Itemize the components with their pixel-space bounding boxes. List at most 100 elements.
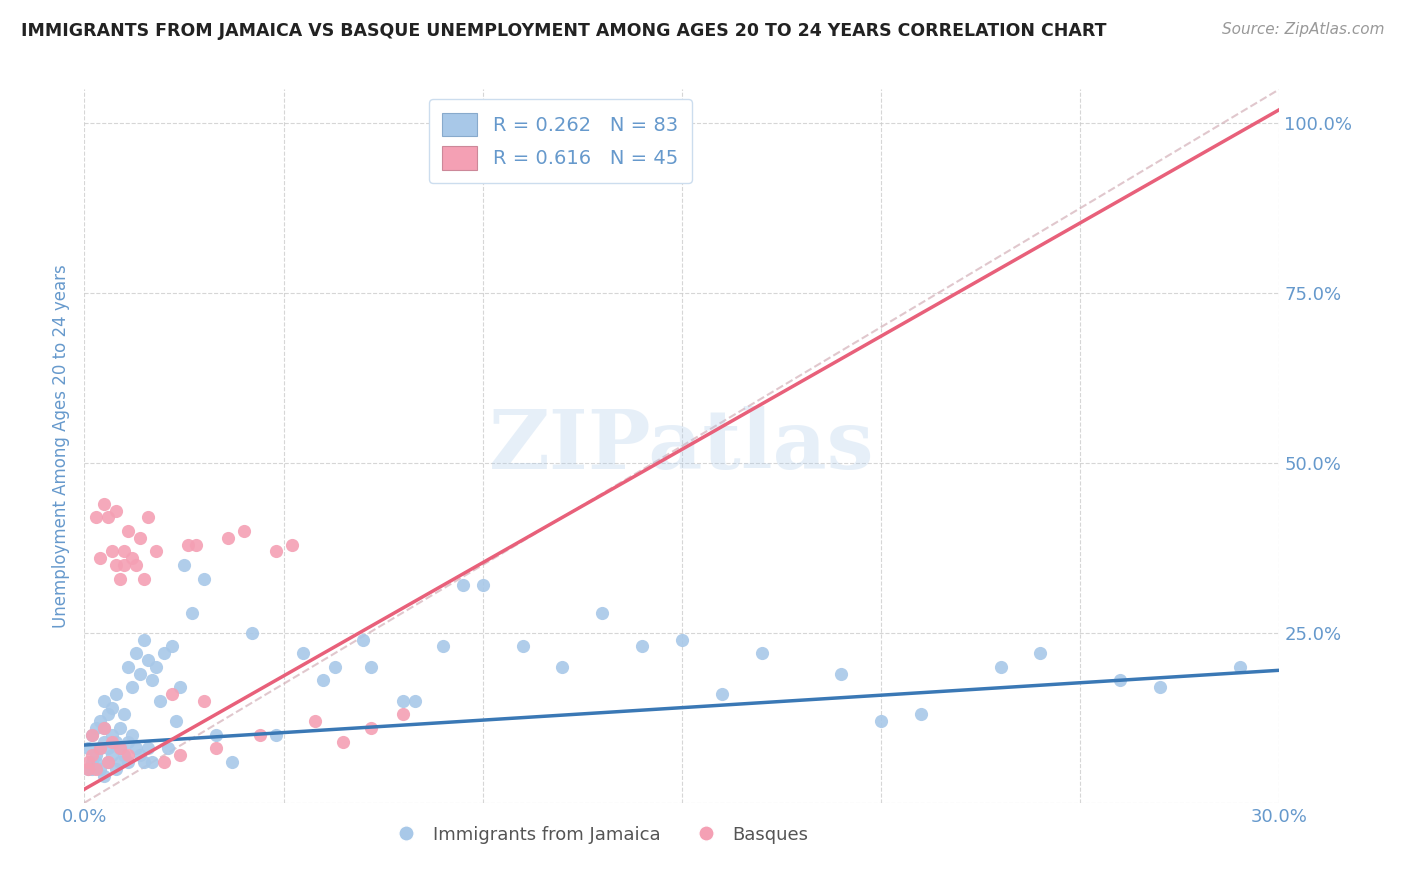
Point — [97, 741, 120, 756]
Point — [117, 660, 139, 674]
Point — [141, 755, 163, 769]
Point — [110, 741, 132, 756]
Point — [1109, 673, 1132, 688]
Point — [101, 544, 124, 558]
Point — [181, 606, 204, 620]
Point — [105, 503, 128, 517]
Point — [551, 660, 574, 674]
Point — [1029, 646, 1052, 660]
Point — [82, 755, 104, 769]
Point — [82, 728, 104, 742]
Point — [89, 714, 111, 729]
Point — [451, 578, 474, 592]
Point — [77, 741, 100, 756]
Point — [751, 646, 773, 660]
Point — [105, 687, 128, 701]
Point — [125, 558, 148, 572]
Point — [121, 551, 143, 566]
Point — [157, 741, 180, 756]
Point — [93, 769, 115, 783]
Point — [870, 714, 893, 729]
Point — [110, 721, 132, 735]
Point — [105, 558, 128, 572]
Point — [304, 714, 326, 729]
Point — [121, 728, 143, 742]
Point — [264, 544, 287, 558]
Point — [82, 748, 104, 763]
Point — [129, 531, 152, 545]
Point — [82, 728, 104, 742]
Point — [86, 762, 108, 776]
Point — [177, 537, 200, 551]
Point — [86, 510, 108, 524]
Point — [117, 524, 139, 538]
Point — [169, 748, 191, 763]
Point — [193, 694, 215, 708]
Point — [112, 748, 135, 763]
Point — [101, 734, 124, 748]
Point — [101, 748, 124, 763]
Point — [352, 632, 374, 647]
Point — [404, 694, 426, 708]
Point — [89, 741, 111, 756]
Point — [112, 544, 135, 558]
Point — [710, 687, 733, 701]
Y-axis label: Unemployment Among Ages 20 to 24 years: Unemployment Among Ages 20 to 24 years — [52, 264, 70, 628]
Point — [136, 653, 159, 667]
Point — [101, 700, 124, 714]
Point — [232, 524, 254, 538]
Point — [136, 510, 159, 524]
Point — [193, 572, 215, 586]
Point — [671, 632, 693, 647]
Point — [360, 660, 382, 674]
Point — [86, 748, 108, 763]
Legend: Immigrants from Jamaica, Basques: Immigrants from Jamaica, Basques — [381, 819, 815, 851]
Point — [93, 721, 115, 735]
Point — [173, 558, 195, 572]
Point — [149, 694, 172, 708]
Point — [631, 640, 654, 654]
Point — [392, 707, 415, 722]
Text: IMMIGRANTS FROM JAMAICA VS BASQUE UNEMPLOYMENT AMONG AGES 20 TO 24 YEARS CORRELA: IMMIGRANTS FROM JAMAICA VS BASQUE UNEMPL… — [21, 22, 1107, 40]
Point — [105, 762, 128, 776]
Point — [221, 755, 243, 769]
Point — [145, 544, 167, 558]
Point — [112, 707, 135, 722]
Point — [117, 734, 139, 748]
Text: ZIPatlas: ZIPatlas — [489, 406, 875, 486]
Point — [153, 646, 176, 660]
Point — [132, 572, 156, 586]
Point — [169, 680, 191, 694]
Point — [1149, 680, 1171, 694]
Point — [264, 728, 287, 742]
Point — [184, 537, 207, 551]
Point — [125, 741, 148, 756]
Point — [240, 626, 263, 640]
Point — [89, 741, 111, 756]
Point — [160, 640, 183, 654]
Point — [129, 748, 152, 763]
Point — [97, 707, 120, 722]
Point — [910, 707, 932, 722]
Point — [77, 762, 100, 776]
Point — [86, 721, 108, 735]
Point — [392, 694, 415, 708]
Point — [117, 748, 139, 763]
Point — [145, 660, 167, 674]
Point — [217, 531, 239, 545]
Point — [82, 762, 104, 776]
Point — [105, 734, 128, 748]
Point — [86, 755, 108, 769]
Point — [97, 510, 120, 524]
Point — [249, 728, 271, 742]
Point — [160, 687, 183, 701]
Point — [280, 537, 302, 551]
Text: Source: ZipAtlas.com: Source: ZipAtlas.com — [1222, 22, 1385, 37]
Point — [93, 497, 115, 511]
Point — [89, 762, 111, 776]
Point — [132, 632, 156, 647]
Point — [205, 728, 228, 742]
Point — [93, 734, 115, 748]
Point — [97, 755, 120, 769]
Point — [125, 646, 148, 660]
